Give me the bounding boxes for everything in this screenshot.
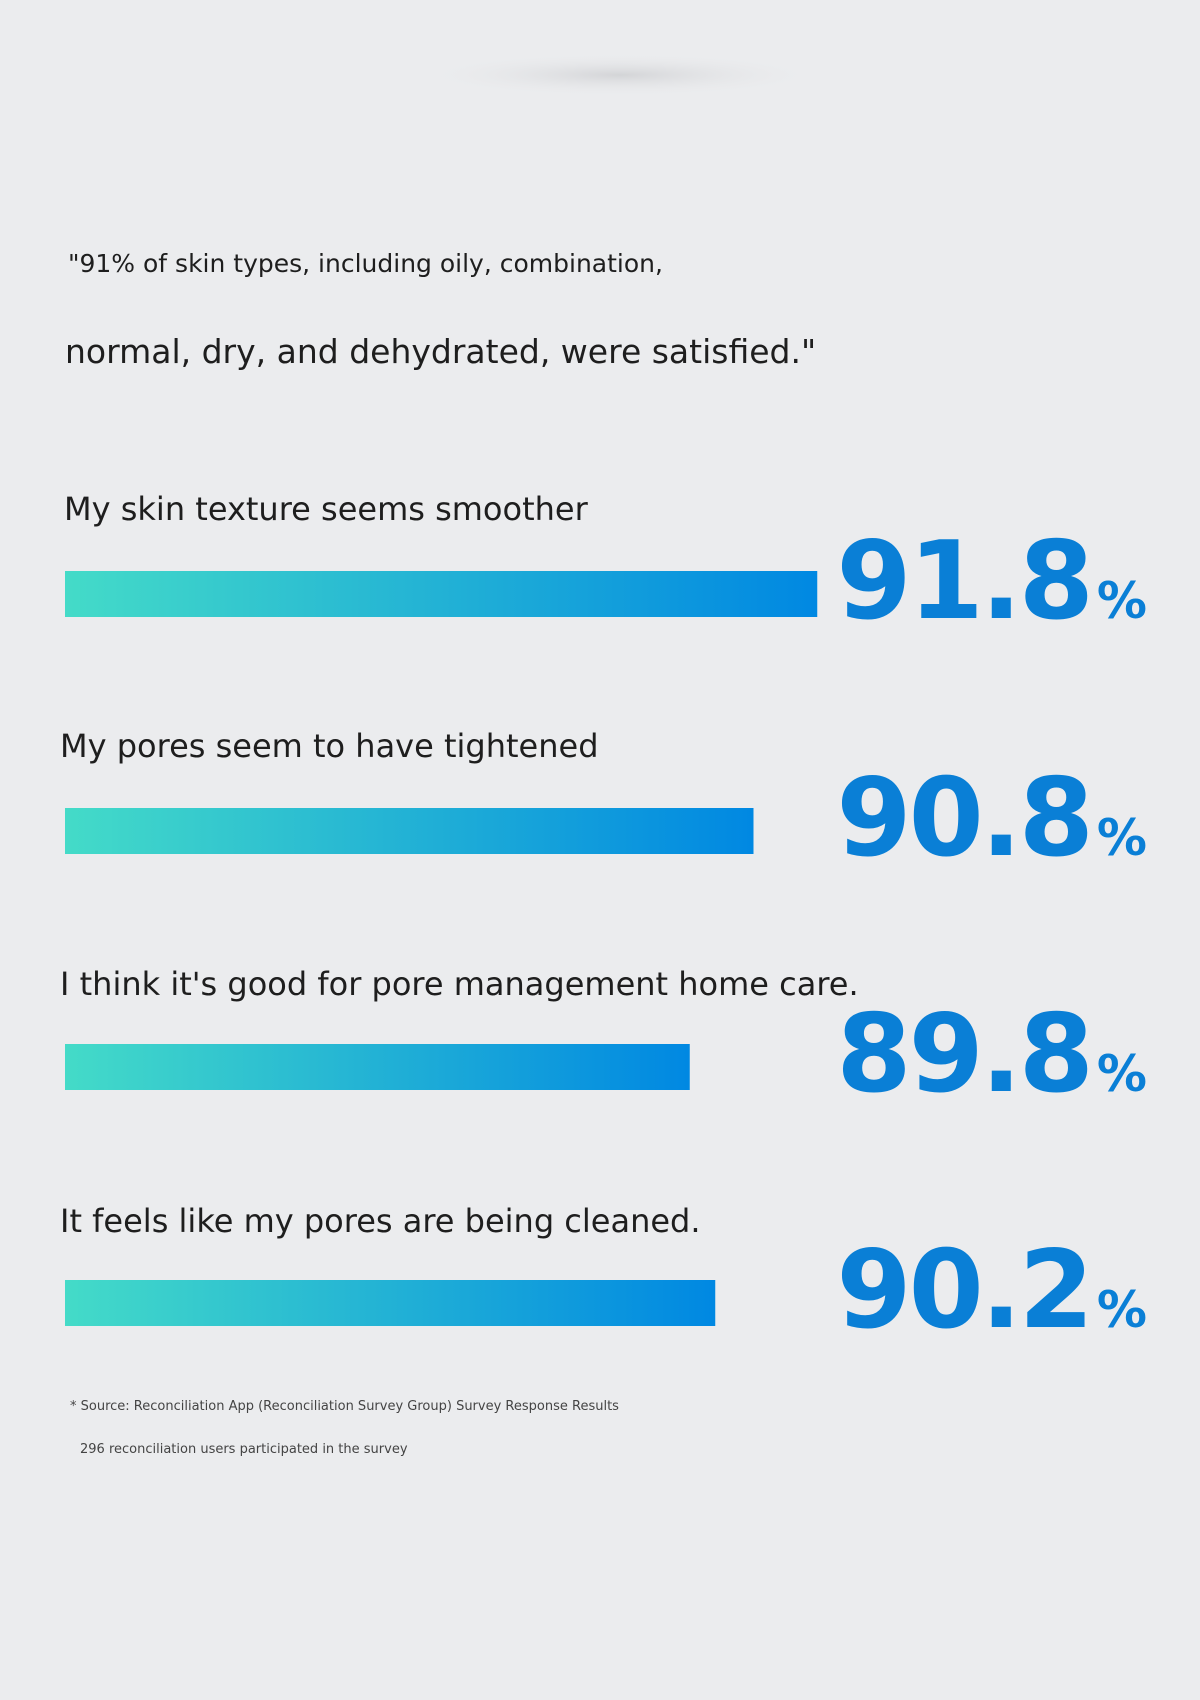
shadow bbox=[420, 53, 820, 97]
bar bbox=[65, 1280, 716, 1326]
bar bbox=[65, 808, 754, 854]
bar bbox=[65, 571, 818, 617]
footnote: 296 reconciliation users participated in… bbox=[80, 1442, 408, 1457]
category-label: I think it's good for pore management ho… bbox=[60, 965, 859, 1003]
category-label: It feels like my pores are being cleaned… bbox=[60, 1202, 701, 1240]
category-label: My skin texture seems smoother bbox=[64, 490, 589, 528]
category-label: My pores seem to have tightened bbox=[60, 727, 599, 765]
value-label: 90.2% bbox=[836, 1228, 1145, 1353]
quote-line: normal, dry, and dehydrated, were satisf… bbox=[65, 332, 816, 371]
bar bbox=[65, 1044, 690, 1090]
value-label: 90.8% bbox=[836, 756, 1145, 881]
footnote: * Source: Reconciliation App (Reconcilia… bbox=[70, 1399, 619, 1414]
value-label: 89.8% bbox=[836, 992, 1145, 1117]
value-label: 91.8% bbox=[836, 519, 1145, 644]
quote-line: "91% of skin types, including oily, comb… bbox=[68, 249, 663, 278]
